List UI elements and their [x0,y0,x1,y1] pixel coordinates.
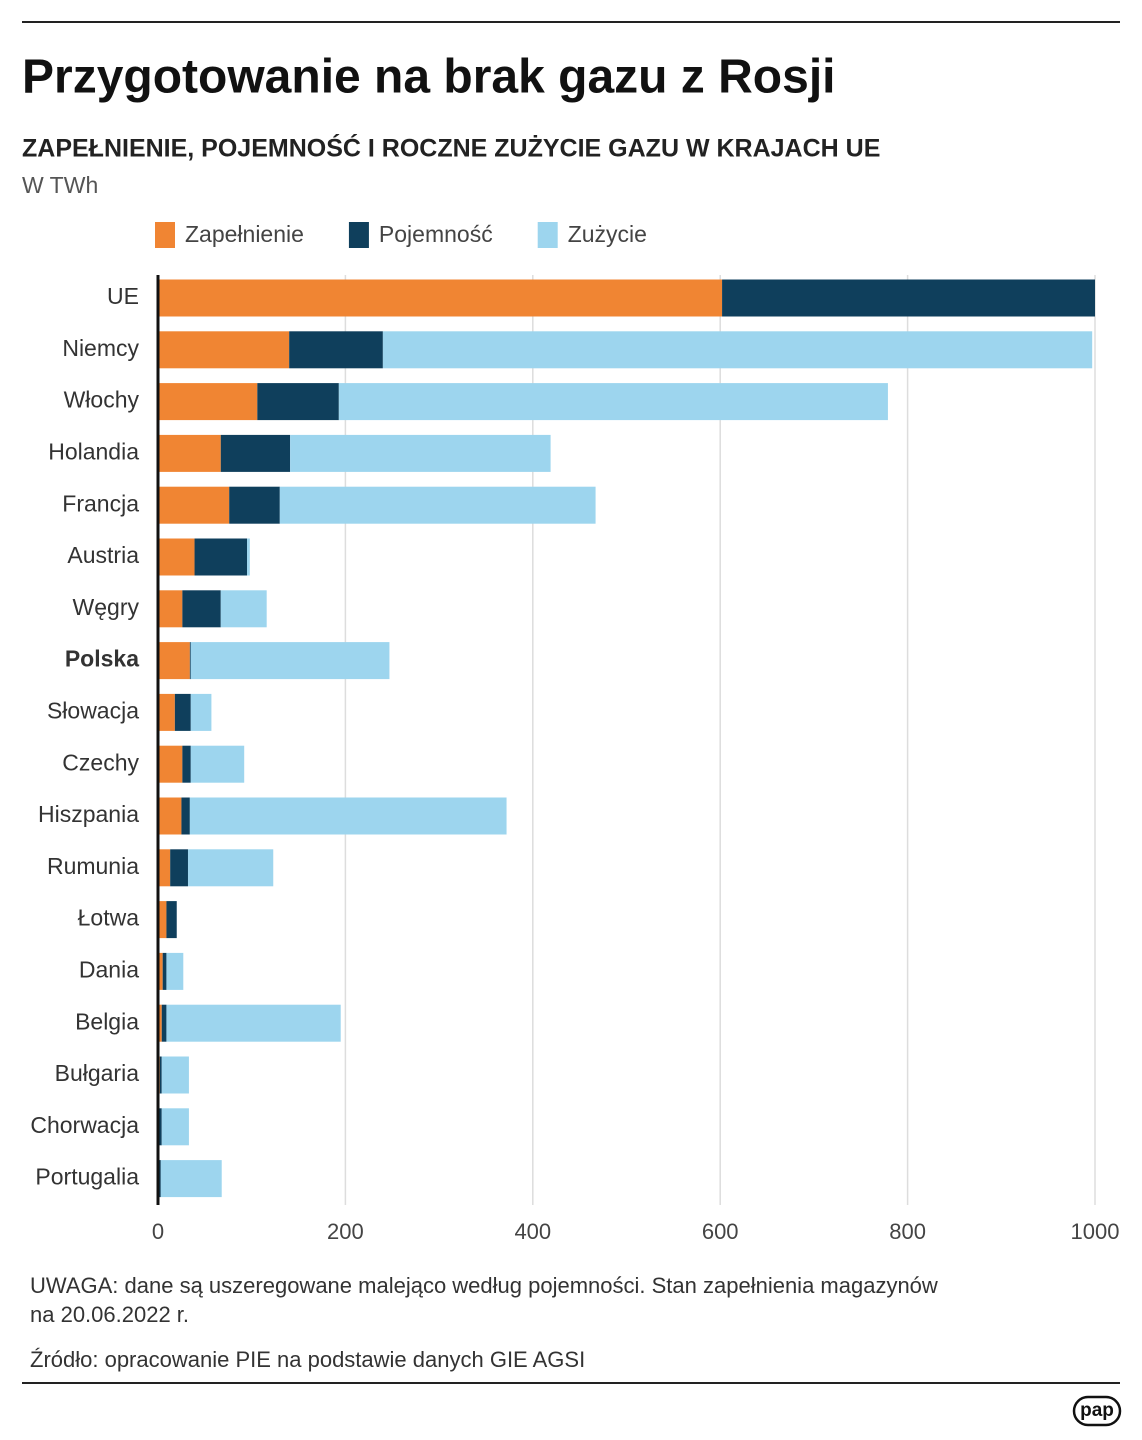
bar [158,693,175,731]
chart-title: Przygotowanie na brak gazu z Rosji [22,51,836,104]
x-tick-label: 0 [152,1219,164,1244]
legend-swatch [155,222,175,248]
note: na 20.06.2022 r. [30,1302,189,1327]
bar [159,1056,162,1094]
y-tick-label: Chorwacja [30,1112,139,1138]
subtitle: ZAPEŁNIENIE, POJEMNOŚĆ I ROCZNE ZUŻYCIE … [22,133,880,163]
bar [158,486,230,524]
bar [257,383,339,421]
source: Źródło: opracowanie PIE na podstawie dan… [30,1347,585,1372]
bar [170,849,188,887]
y-tick-label: Polska [65,646,139,672]
bar [158,279,723,317]
y-tick-label: Belgia [75,1008,139,1034]
bar [158,797,182,835]
bar [187,849,274,887]
bar [182,745,191,783]
bar [247,538,250,576]
y-tick-label: Bułgaria [55,1060,140,1086]
bar [190,693,212,731]
bar [382,331,1093,369]
bar [220,434,291,472]
bar [158,383,258,421]
x-tick-label: 600 [702,1219,739,1244]
bar [158,901,167,939]
logo-frame [1072,1395,1122,1427]
bar [338,383,888,421]
y-tick-label: Holandia [48,438,139,464]
legend-swatch [537,222,558,248]
y-tick-label: Francja [62,490,139,516]
bar [194,538,248,576]
bar [220,590,267,628]
bar [158,849,171,887]
bar [166,901,177,939]
y-tick-label: Austria [67,542,139,568]
y-tick-label: Czechy [62,749,139,775]
y-tick-label: Portugalia [35,1164,139,1190]
y-tick-label: Łotwa [78,905,140,931]
bar [162,952,167,990]
x-tick-label: 200 [327,1219,364,1244]
bar [158,1160,161,1198]
bar [158,538,195,576]
bar [279,486,596,524]
bar [158,434,221,472]
y-tick-label: UE [107,283,139,309]
bar [158,745,183,783]
legend-label: Zapełnienie [185,221,304,247]
y-tick-label: Hiszpania [38,801,139,827]
y-tick-label: Włochy [64,387,140,413]
bar [160,1160,222,1198]
bar [189,642,191,680]
note: UWAGA: dane są uszeregowane malejąco wed… [30,1273,938,1298]
bar [722,279,1095,317]
bar [161,1056,189,1094]
y-tick-label: Dania [79,956,139,982]
bar [290,434,551,472]
legend-label: Pojemność [379,221,493,247]
bar [158,642,190,680]
bar [189,797,507,835]
bar [166,952,184,990]
unit: W TWh [22,172,98,198]
bar [158,1108,162,1146]
bar [190,642,390,680]
bar [158,331,290,369]
bar [181,797,190,835]
bar [161,1004,167,1042]
bar [174,693,191,731]
bar [158,1004,162,1042]
x-tick-label: 400 [514,1219,551,1244]
y-tick-label: Węgry [73,594,140,620]
x-tick-label: 1000 [1071,1219,1120,1244]
legend-label: Zużycie [568,221,647,247]
y-tick-label: Niemcy [62,335,139,361]
legend-swatch [348,222,369,248]
bar [190,745,245,783]
y-tick-label: Rumunia [47,853,139,879]
bar [161,1108,189,1146]
bar [229,486,280,524]
bar [158,952,163,990]
logo: pap [1080,1400,1114,1421]
bar [158,590,183,628]
bar [166,1004,341,1042]
bar [289,331,383,369]
x-tick-label: 800 [889,1219,926,1244]
bar [182,590,221,628]
y-tick-label: Słowacja [47,697,139,723]
